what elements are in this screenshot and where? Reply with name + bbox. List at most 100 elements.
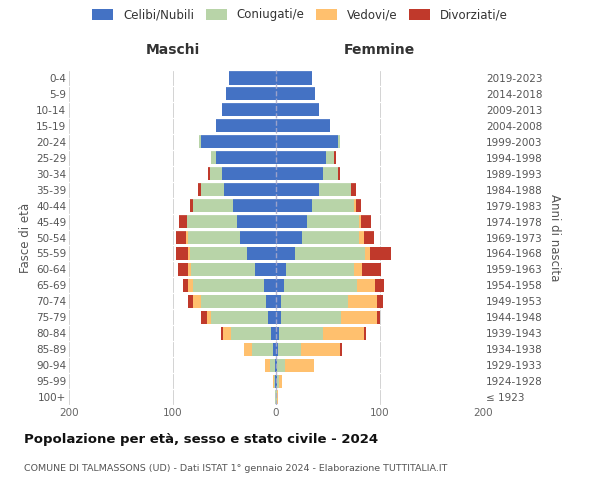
Bar xyxy=(276,104,319,117)
Bar xyxy=(377,295,383,308)
Bar xyxy=(370,247,391,260)
Bar xyxy=(365,247,370,260)
Bar xyxy=(353,199,356,212)
Bar xyxy=(252,342,273,355)
Bar xyxy=(216,151,276,164)
Bar xyxy=(188,295,193,308)
Bar xyxy=(202,310,206,324)
Bar xyxy=(357,279,376,292)
Bar xyxy=(276,263,286,276)
Bar xyxy=(188,263,191,276)
Bar xyxy=(176,247,188,260)
Text: COMUNE DI TALMASSONS (UD) - Dati ISTAT 1° gennaio 2024 - Elaborazione TUTTITALIA: COMUNE DI TALMASSONS (UD) - Dati ISTAT 1… xyxy=(24,464,448,473)
Bar xyxy=(323,167,338,180)
Bar xyxy=(275,390,276,404)
Bar xyxy=(279,326,323,340)
Text: Maschi: Maschi xyxy=(145,43,200,57)
Y-axis label: Fasce di età: Fasce di età xyxy=(19,202,32,272)
Legend: Celibi/Nubili, Coniugati/e, Vedovi/e, Divorziati/e: Celibi/Nubili, Coniugati/e, Vedovi/e, Di… xyxy=(92,8,508,22)
Bar xyxy=(232,326,271,340)
Bar xyxy=(275,374,276,388)
Bar xyxy=(183,279,188,292)
Bar xyxy=(276,167,323,180)
Bar xyxy=(276,199,312,212)
Bar xyxy=(190,199,193,212)
Bar xyxy=(276,183,319,196)
Bar xyxy=(240,231,276,244)
Bar xyxy=(312,199,353,212)
Bar xyxy=(376,279,383,292)
Bar xyxy=(338,167,340,180)
Bar xyxy=(202,135,276,148)
Bar xyxy=(279,374,282,388)
Bar xyxy=(266,295,276,308)
Bar xyxy=(179,215,187,228)
Bar xyxy=(281,310,341,324)
Text: Femmine: Femmine xyxy=(344,43,415,57)
Bar xyxy=(341,310,377,324)
Bar xyxy=(226,88,276,101)
Bar xyxy=(356,199,361,212)
Bar xyxy=(276,295,281,308)
Bar xyxy=(276,120,330,132)
Bar xyxy=(361,215,371,228)
Bar xyxy=(211,310,268,324)
Bar xyxy=(236,215,276,228)
Bar xyxy=(276,88,316,101)
Bar xyxy=(334,151,336,164)
Bar xyxy=(276,358,277,372)
Bar xyxy=(295,247,365,260)
Bar xyxy=(276,231,302,244)
Bar xyxy=(271,326,276,340)
Bar xyxy=(191,263,256,276)
Bar xyxy=(276,72,312,85)
Bar xyxy=(208,167,210,180)
Bar xyxy=(188,247,190,260)
Bar xyxy=(276,135,338,148)
Bar xyxy=(364,231,374,244)
Bar xyxy=(199,135,202,148)
Bar xyxy=(307,215,359,228)
Bar xyxy=(273,342,276,355)
Bar xyxy=(276,247,295,260)
Bar xyxy=(222,167,276,180)
Bar xyxy=(326,151,334,164)
Bar xyxy=(350,183,356,196)
Bar xyxy=(276,215,307,228)
Bar xyxy=(277,358,286,372)
Bar xyxy=(278,342,301,355)
Bar xyxy=(229,72,276,85)
Bar xyxy=(284,279,357,292)
Bar xyxy=(199,183,202,196)
Bar xyxy=(302,231,359,244)
Bar xyxy=(281,295,349,308)
Bar xyxy=(256,263,276,276)
Bar xyxy=(190,247,247,260)
Bar xyxy=(276,279,284,292)
Bar xyxy=(277,374,279,388)
Bar xyxy=(276,326,279,340)
Bar xyxy=(221,326,223,340)
Bar xyxy=(277,390,278,404)
Bar xyxy=(216,120,276,132)
Bar xyxy=(276,310,281,324)
Bar xyxy=(222,104,276,117)
Bar xyxy=(301,342,340,355)
Bar xyxy=(377,310,380,324)
Bar xyxy=(270,358,275,372)
Bar xyxy=(193,199,233,212)
Bar xyxy=(178,263,188,276)
Bar xyxy=(193,279,263,292)
Bar xyxy=(233,199,276,212)
Bar xyxy=(186,231,188,244)
Bar xyxy=(224,183,276,196)
Bar xyxy=(247,247,276,260)
Bar xyxy=(263,279,276,292)
Bar xyxy=(353,263,362,276)
Bar xyxy=(274,374,275,388)
Bar xyxy=(349,295,377,308)
Bar xyxy=(193,295,202,308)
Bar xyxy=(359,215,361,228)
Bar xyxy=(276,390,277,404)
Bar xyxy=(187,215,236,228)
